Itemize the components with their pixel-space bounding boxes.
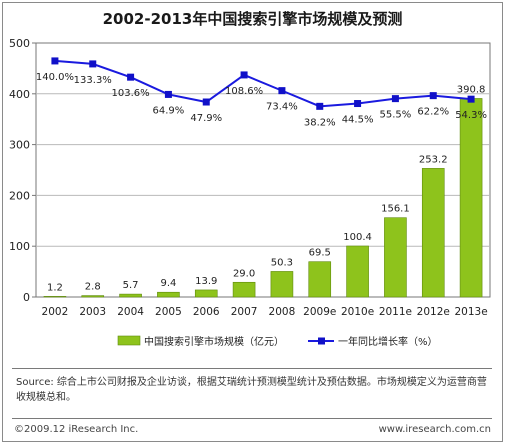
bar xyxy=(119,293,142,298)
x-tick-label: 2009e xyxy=(303,306,336,318)
x-tick-label: 2008 xyxy=(269,306,296,318)
x-tick-label: 2010e xyxy=(341,306,374,318)
growth-rate-point xyxy=(316,102,324,110)
x-tick-label: 2002 xyxy=(42,306,69,318)
legend-line-marker xyxy=(318,337,325,345)
growth-rate-label: 103.6% xyxy=(112,88,150,99)
x-tick-label: 2003 xyxy=(79,306,106,318)
bar-value-label: 390.8 xyxy=(457,84,486,95)
growth-rate-point xyxy=(467,95,475,103)
bar-value-label: 9.4 xyxy=(160,278,176,289)
bar xyxy=(346,245,369,298)
bar-value-label: 253.2 xyxy=(419,154,448,165)
growth-rate-point xyxy=(391,95,399,103)
bar-value-label: 2.8 xyxy=(85,282,101,293)
x-tick-label: 2005 xyxy=(155,306,182,318)
x-tick-label: 2007 xyxy=(231,306,258,318)
growth-rate-point xyxy=(164,90,172,98)
x-tick-label: 2011e xyxy=(379,306,412,318)
x-tick-label: 2013e xyxy=(454,306,487,318)
growth-rate-label: 140.0% xyxy=(36,72,74,83)
footer-divider xyxy=(12,418,492,419)
growth-rate-label: 73.4% xyxy=(266,102,298,113)
growth-rate-point xyxy=(127,73,135,81)
growth-rate-point xyxy=(240,71,248,79)
growth-rate-label: 54.3% xyxy=(455,110,487,121)
bar-value-label: 29.0 xyxy=(233,268,255,279)
bar-value-label: 1.2 xyxy=(47,282,63,293)
bar xyxy=(270,271,294,298)
copyright-text: ©2009.12 iResearch Inc. xyxy=(14,424,139,435)
y-tick-label: 300 xyxy=(9,139,30,152)
growth-rate-label: 38.2% xyxy=(304,117,336,128)
y-tick-label: 200 xyxy=(9,189,30,202)
growth-rate-label: 64.9% xyxy=(153,105,185,116)
bar xyxy=(43,296,67,298)
legend-line-label: 一年同比增长率（%） xyxy=(338,335,438,348)
growth-rate-point xyxy=(278,87,286,95)
bar-value-label: 13.9 xyxy=(195,276,217,287)
x-tick-label: 2012e xyxy=(417,306,450,318)
growth-rate-label: 55.5% xyxy=(380,110,412,121)
y-tick-label: 500 xyxy=(9,37,30,50)
source-note: Source: 综合上市公司财报及企业访谈，根据艾瑞统计预测模型统计及预估数据。… xyxy=(16,377,487,403)
growth-rate-point xyxy=(429,92,437,100)
y-tick-label: 400 xyxy=(9,88,30,101)
growth-rate-point xyxy=(354,100,362,108)
website-url: www.iresearch.com.cn xyxy=(378,424,491,435)
legend-bar-label: 中国搜索引擎市场规模（亿元） xyxy=(144,335,284,348)
bar-value-label: 100.4 xyxy=(343,232,372,243)
bar xyxy=(384,217,407,298)
growth-rate-label: 47.9% xyxy=(190,113,222,124)
chart-title: 2002-2013年中国搜索引擎市场规模及预测 xyxy=(102,10,403,28)
legend-bar-swatch xyxy=(117,335,141,346)
y-tick-label: 100 xyxy=(9,240,30,253)
growth-rate-line xyxy=(54,59,472,108)
x-tick-label: 2004 xyxy=(117,306,144,318)
x-tick-label: 2006 xyxy=(193,306,220,318)
bar xyxy=(81,295,105,298)
source-divider xyxy=(12,368,492,369)
bar-value-label: 69.5 xyxy=(309,248,331,259)
bar xyxy=(194,289,218,298)
bar xyxy=(421,168,445,298)
bar-value-label: 156.1 xyxy=(381,204,410,215)
growth-rate-label: 133.3% xyxy=(74,75,112,86)
plot-area xyxy=(35,42,491,298)
bar xyxy=(157,291,180,298)
growth-rate-point xyxy=(202,98,210,106)
bar-value-label: 50.3 xyxy=(271,257,293,268)
growth-rate-label: 108.6% xyxy=(225,86,263,97)
bar xyxy=(308,261,332,298)
bar xyxy=(459,98,483,298)
bar-value-label: 5.7 xyxy=(123,280,139,291)
growth-rate-point xyxy=(51,57,59,65)
growth-rate-point xyxy=(89,60,97,68)
bar xyxy=(232,281,256,298)
y-tick-label: 0 xyxy=(23,291,30,304)
growth-rate-label: 62.2% xyxy=(417,107,449,118)
growth-rate-label: 44.5% xyxy=(342,115,374,126)
